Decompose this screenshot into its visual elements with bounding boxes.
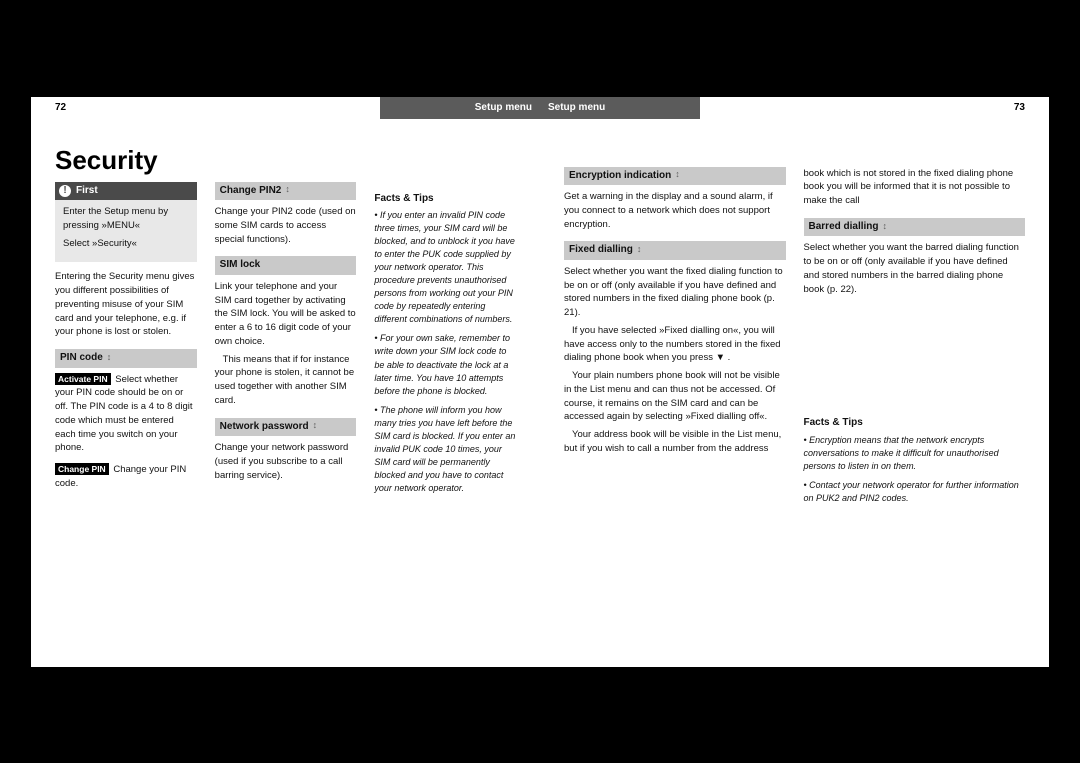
first-label: First	[76, 184, 98, 199]
header-right: Setup menu	[540, 97, 700, 119]
facts-list: If you enter an invalid PIN code three t…	[374, 209, 516, 495]
exclaim-icon: !	[59, 185, 71, 197]
fixed-p3: Your plain numbers phone book will not b…	[564, 369, 786, 424]
sim-lock-p2: This means that if for instance your pho…	[215, 353, 357, 408]
change-pin2-text: Change your PIN2 code (used on some SIM …	[215, 205, 357, 246]
network-password-label: Network password	[220, 420, 309, 435]
change-pin2-header: Change PIN2	[215, 182, 357, 201]
first-box: ! First Enter the Setup menu by pressing…	[55, 182, 197, 263]
intro-text: Entering the Security menu gives you dif…	[55, 270, 197, 339]
sim-lock-header: SIM lock	[215, 256, 357, 275]
pin-code-label: PIN code	[60, 351, 103, 366]
left-col-1: ! First Enter the Setup menu by pressing…	[55, 182, 197, 501]
network-icon	[675, 168, 680, 181]
network-icon	[285, 183, 290, 196]
page-number-right: 73	[1014, 102, 1025, 113]
sim-lock-label: SIM lock	[220, 258, 261, 273]
page-spread: 72 Setup menu Security ! First Enter the…	[31, 97, 1049, 667]
continued-text: book which is not stored in the fixed di…	[804, 167, 1026, 208]
fact-3: The phone will inform you how many tries…	[374, 404, 516, 495]
change-pin2-label: Change PIN2	[220, 184, 282, 199]
network-password-header: Network password	[215, 418, 357, 437]
change-pin-label: Change PIN	[55, 463, 109, 475]
barred-dialling-header: Barred dialling	[804, 218, 1026, 237]
fact-2: For your own sake, remember to write dow…	[374, 332, 516, 397]
encryption-header: Encryption indication	[564, 167, 786, 186]
first-line-2: Select »Security«	[63, 237, 189, 251]
facts-tips-header-right: Facts & Tips	[804, 416, 1026, 431]
header-left: Setup menu	[380, 97, 540, 119]
fixed-p1: Select whether you want the fixed dialin…	[564, 265, 786, 320]
activate-pin-label: Activate PIN	[55, 373, 111, 385]
activate-pin-text: Select whether your PIN code should be o…	[55, 374, 192, 454]
sim-lock-p1: Link your telephone and your SIM card to…	[215, 280, 357, 349]
network-icon	[107, 351, 112, 364]
fact-1: If you enter an invalid PIN code three t…	[374, 209, 516, 326]
facts-list-right: Encryption means that the network encryp…	[804, 434, 1026, 505]
network-icon	[637, 243, 642, 256]
right-col-1: Encryption indication Get a warning in t…	[564, 167, 786, 512]
page-number-left: 72	[55, 102, 66, 113]
facts-right: Facts & Tips Encryption means that the n…	[804, 416, 1026, 505]
network-icon	[313, 419, 318, 432]
page-title: Security	[55, 145, 516, 176]
pin-code-header: PIN code	[55, 349, 197, 368]
barred-text: Select whether you want the barred diali…	[804, 241, 1026, 296]
change-pin-para: Change PIN Change your PIN code.	[55, 463, 197, 491]
page-left: 72 Setup menu Security ! First Enter the…	[31, 97, 540, 667]
barred-dialling-label: Barred dialling	[809, 220, 879, 235]
network-password-text: Change your network password (used if yo…	[215, 441, 357, 482]
right-col-2: book which is not stored in the fixed di…	[804, 167, 1026, 512]
first-line-1: Enter the Setup menu by pressing »MENU«	[63, 205, 189, 233]
left-col-3: Facts & Tips If you enter an invalid PIN…	[374, 182, 516, 501]
activate-pin-para: Activate PIN Select whether your PIN cod…	[55, 373, 197, 456]
page-right: 73 Setup menu Encryption indication Get …	[540, 97, 1049, 667]
encryption-label: Encryption indication	[569, 169, 671, 184]
fixed-dialling-header: Fixed dialling	[564, 241, 786, 260]
fact-r2: Contact your network operator for furthe…	[804, 479, 1026, 505]
right-columns: Encryption indication Get a warning in t…	[564, 167, 1025, 512]
left-col-2: Change PIN2 Change your PIN2 code (used …	[215, 182, 357, 501]
facts-tips-header: Facts & Tips	[374, 192, 516, 207]
network-icon	[883, 220, 888, 233]
fact-r1: Encryption means that the network encryp…	[804, 434, 1026, 473]
encryption-text: Get a warning in the display and a sound…	[564, 190, 786, 231]
fixed-p2: If you have selected »Fixed dialling on«…	[564, 324, 786, 365]
left-columns: ! First Enter the Setup menu by pressing…	[55, 182, 516, 501]
fixed-p4: Your address book will be visible in the…	[564, 428, 786, 456]
first-header: ! First	[55, 182, 197, 201]
fixed-dialling-label: Fixed dialling	[569, 243, 633, 258]
